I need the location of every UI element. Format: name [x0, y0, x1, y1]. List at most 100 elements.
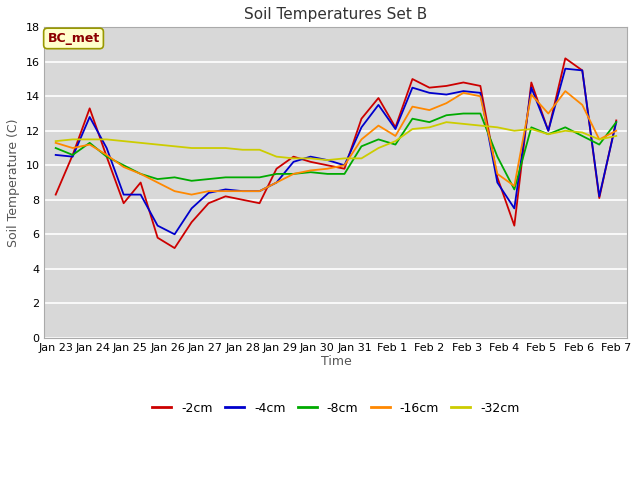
-4cm	[460, 88, 467, 94]
-2cm	[86, 106, 93, 111]
-8cm	[221, 174, 229, 180]
-32cm	[239, 147, 246, 153]
-16cm	[239, 188, 246, 194]
-4cm	[239, 188, 246, 194]
-16cm	[273, 180, 280, 185]
-16cm	[256, 188, 264, 194]
Line: -16cm: -16cm	[56, 91, 616, 194]
Line: -2cm: -2cm	[56, 59, 616, 248]
-16cm	[52, 140, 60, 146]
-2cm	[579, 68, 586, 73]
-8cm	[120, 162, 127, 168]
-4cm	[579, 68, 586, 73]
-4cm	[511, 205, 518, 211]
-2cm	[442, 83, 450, 89]
-2cm	[188, 219, 195, 225]
-32cm	[511, 128, 518, 133]
-4cm	[374, 102, 382, 108]
-16cm	[188, 192, 195, 197]
-2cm	[256, 200, 264, 206]
-8cm	[442, 112, 450, 118]
-16cm	[392, 133, 399, 139]
-32cm	[392, 138, 399, 144]
-32cm	[426, 124, 433, 130]
-2cm	[69, 152, 77, 158]
-2cm	[561, 56, 569, 61]
-2cm	[374, 95, 382, 101]
Legend: -2cm, -4cm, -8cm, -16cm, -32cm: -2cm, -4cm, -8cm, -16cm, -32cm	[147, 397, 525, 420]
-8cm	[239, 174, 246, 180]
-2cm	[52, 192, 60, 197]
-4cm	[477, 90, 484, 96]
-8cm	[374, 136, 382, 142]
-2cm	[612, 118, 620, 123]
-32cm	[561, 128, 569, 133]
-16cm	[460, 90, 467, 96]
-8cm	[188, 178, 195, 184]
-8cm	[52, 145, 60, 151]
-4cm	[561, 66, 569, 72]
-32cm	[137, 140, 145, 146]
-8cm	[137, 171, 145, 177]
-8cm	[408, 116, 416, 121]
Line: -32cm: -32cm	[56, 122, 616, 160]
-8cm	[527, 124, 535, 130]
-4cm	[137, 192, 145, 197]
-32cm	[442, 119, 450, 125]
-8cm	[493, 154, 501, 159]
-2cm	[307, 159, 314, 165]
-8cm	[595, 142, 603, 147]
-2cm	[408, 76, 416, 82]
-8cm	[358, 144, 365, 149]
-4cm	[527, 85, 535, 91]
-4cm	[408, 85, 416, 91]
-8cm	[340, 171, 348, 177]
-2cm	[392, 124, 399, 130]
-16cm	[426, 107, 433, 113]
-32cm	[340, 156, 348, 161]
-8cm	[324, 171, 332, 177]
-4cm	[205, 190, 212, 196]
-2cm	[595, 195, 603, 201]
Line: -4cm: -4cm	[56, 69, 616, 234]
-2cm	[120, 200, 127, 206]
-32cm	[307, 156, 314, 161]
-16cm	[324, 166, 332, 172]
-32cm	[188, 145, 195, 151]
Y-axis label: Soil Temperature (C): Soil Temperature (C)	[7, 118, 20, 247]
-4cm	[69, 154, 77, 159]
-32cm	[527, 126, 535, 132]
-32cm	[205, 145, 212, 151]
-2cm	[493, 174, 501, 180]
-16cm	[442, 100, 450, 106]
-8cm	[86, 140, 93, 146]
-16cm	[307, 168, 314, 173]
-2cm	[460, 80, 467, 85]
-8cm	[154, 176, 161, 182]
-16cm	[374, 123, 382, 129]
-16cm	[527, 92, 535, 97]
-32cm	[86, 136, 93, 142]
-4cm	[171, 231, 179, 237]
-4cm	[545, 128, 552, 133]
-32cm	[493, 124, 501, 130]
-32cm	[324, 157, 332, 163]
-4cm	[188, 205, 195, 211]
-32cm	[221, 145, 229, 151]
-2cm	[221, 193, 229, 199]
-16cm	[511, 183, 518, 189]
-16cm	[408, 104, 416, 109]
-8cm	[545, 132, 552, 137]
-8cm	[561, 124, 569, 130]
-4cm	[154, 223, 161, 228]
-4cm	[426, 90, 433, 96]
-16cm	[579, 102, 586, 108]
-8cm	[307, 169, 314, 175]
-4cm	[612, 119, 620, 125]
-16cm	[358, 136, 365, 142]
-4cm	[340, 162, 348, 168]
-2cm	[545, 128, 552, 133]
-8cm	[460, 111, 467, 117]
-2cm	[340, 166, 348, 172]
-2cm	[239, 197, 246, 203]
